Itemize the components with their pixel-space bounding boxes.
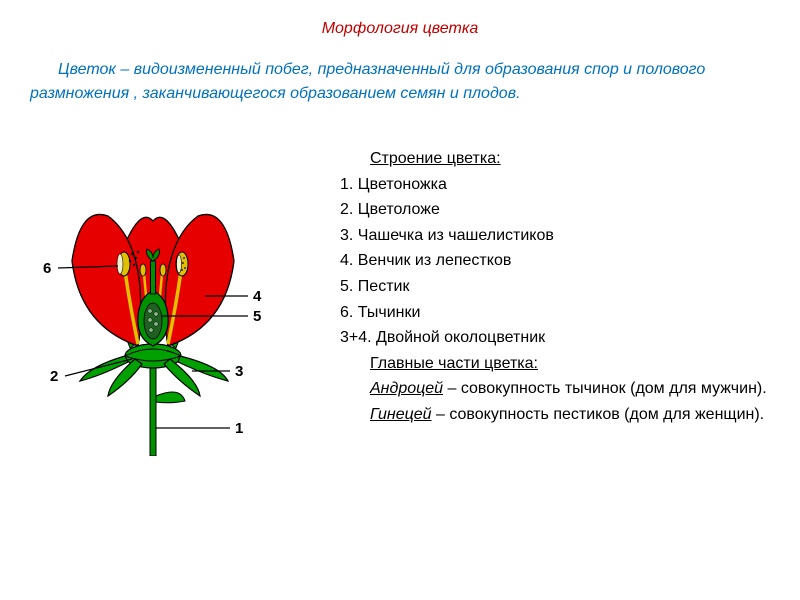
callout-4: 4 <box>253 288 262 305</box>
callout-5: 5 <box>253 308 261 325</box>
part-6: 6. Тычинки <box>340 300 770 326</box>
gynoecium-line: Гинецей – совокупность пестиков (дом для… <box>340 402 770 428</box>
part-5: 5. Пестик <box>340 274 770 300</box>
part-2: 2. Цветоложе <box>340 197 770 223</box>
part-7: 3+4. Двойной околоцветник <box>340 325 770 351</box>
page-title: Морфология цветка <box>30 20 770 38</box>
callout-2: 2 <box>50 368 58 385</box>
text-column: Строение цветка: 1. Цветоножка 2. Цветол… <box>340 146 770 456</box>
androceum-line: Андроцей – совокупность тычинок (дом для… <box>340 376 770 402</box>
main-parts-heading: Главные части цветка: <box>340 351 770 377</box>
gynoecium-term: Гинецей <box>370 406 432 423</box>
callout-1: 1 <box>235 420 243 437</box>
gynoecium-def: – совокупность пестиков (дом для женщин)… <box>432 406 765 423</box>
structure-heading: Строение цветка: <box>340 146 770 172</box>
part-4: 4. Венчик из лепестков <box>340 248 770 274</box>
part-1: 1. Цветоножка <box>340 172 770 198</box>
androceum-term: Андроцей <box>370 380 443 397</box>
callout-6: 6 <box>43 260 51 277</box>
part-3: 3. Чашечка из чашелистиков <box>340 223 770 249</box>
callout-3: 3 <box>235 363 243 380</box>
flower-diagram: 6 4 5 3 2 1 <box>30 146 290 456</box>
definition-text: Цветок – видоизмененный побег, предназна… <box>30 58 770 106</box>
androceum-def: – совокупность тычинок (дом для мужчин). <box>443 380 767 397</box>
